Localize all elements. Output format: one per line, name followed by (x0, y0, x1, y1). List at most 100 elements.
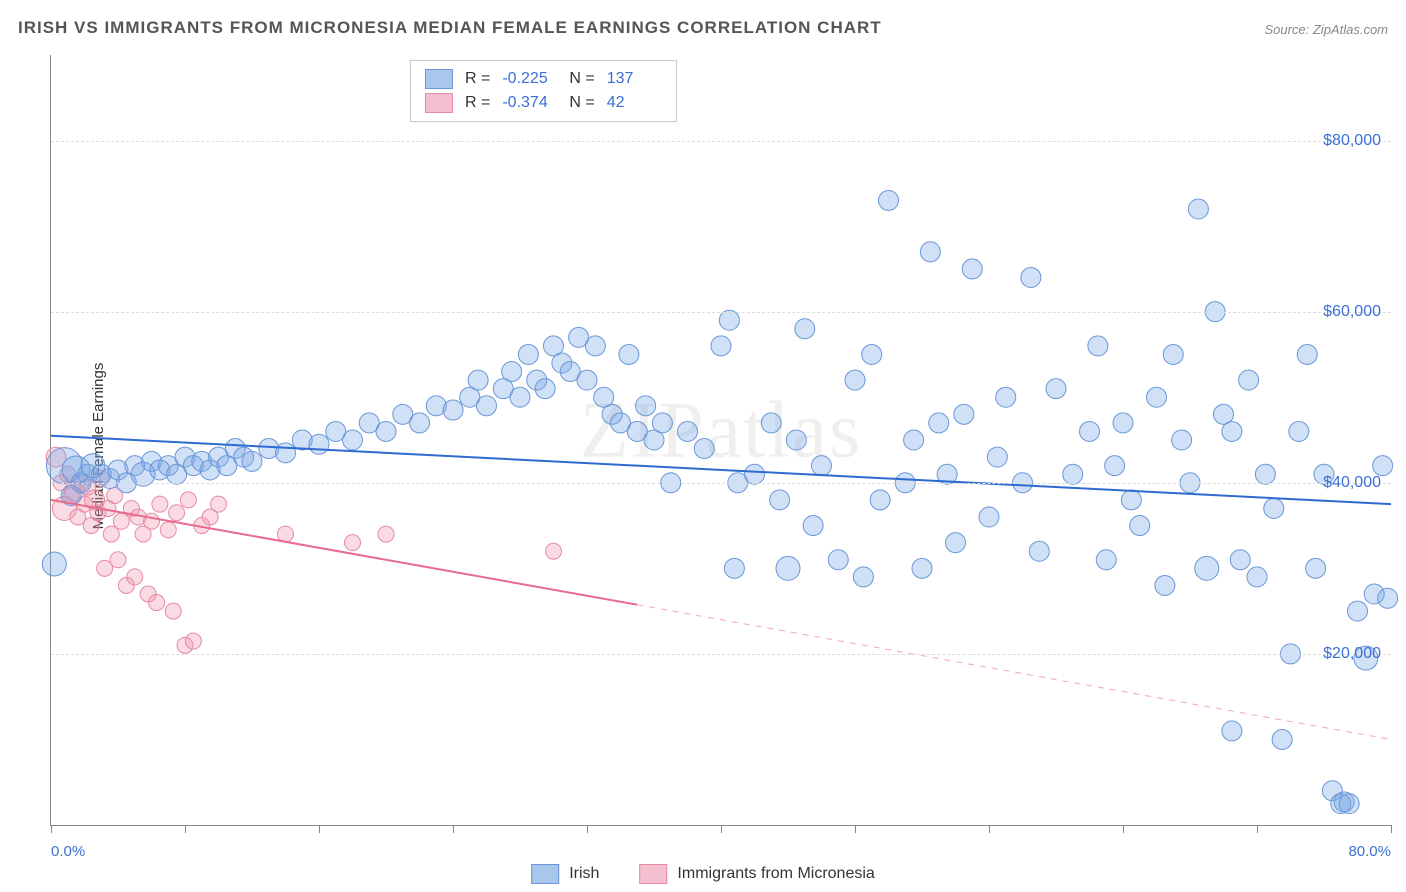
trend-line-extrapolated (637, 605, 1391, 740)
chart-title: IRISH VS IMMIGRANTS FROM MICRONESIA MEDI… (18, 18, 882, 38)
data-point (127, 569, 143, 585)
data-point (1306, 558, 1326, 578)
data-point (1255, 464, 1275, 484)
data-point (745, 464, 765, 484)
data-point (812, 456, 832, 476)
data-point (42, 552, 66, 576)
legend-label-micronesia: Immigrants from Micronesia (677, 865, 874, 883)
data-point (410, 413, 430, 433)
data-point (879, 190, 899, 210)
data-point (185, 633, 201, 649)
data-point (276, 443, 296, 463)
data-point (652, 413, 672, 433)
y-tick-label: $20,000 (1323, 645, 1381, 663)
data-point (929, 413, 949, 433)
data-point (378, 526, 394, 542)
data-point (845, 370, 865, 390)
data-point (694, 439, 714, 459)
data-point (828, 550, 848, 570)
data-point (1096, 550, 1116, 570)
data-point (1247, 567, 1267, 587)
bottom-legend: Irish Immigrants from Micronesia (531, 864, 875, 884)
x-tick-mark (319, 825, 320, 833)
scatter-plot-svg (51, 55, 1391, 825)
data-point (1264, 498, 1284, 518)
x-tick-mark (185, 825, 186, 833)
data-point (996, 387, 1016, 407)
data-point (1088, 336, 1108, 356)
data-point (1080, 421, 1100, 441)
data-point (1297, 344, 1317, 364)
data-point (1172, 430, 1192, 450)
r-value-irish: -0.225 (502, 70, 557, 88)
data-point (711, 336, 731, 356)
n-label: N = (569, 94, 594, 112)
data-point (1289, 421, 1309, 441)
data-point (770, 490, 790, 510)
data-point (870, 490, 890, 510)
data-point (853, 567, 873, 587)
data-point (1373, 456, 1393, 476)
data-point (585, 336, 605, 356)
data-point (946, 533, 966, 553)
data-point (535, 379, 555, 399)
x-tick-mark (51, 825, 52, 833)
data-point (987, 447, 1007, 467)
n-value-micronesia: 42 (607, 94, 662, 112)
data-point (1163, 344, 1183, 364)
data-point (954, 404, 974, 424)
data-point (719, 310, 739, 330)
gridline (51, 312, 1391, 313)
data-point (376, 421, 396, 441)
data-point (144, 513, 160, 529)
data-point (795, 319, 815, 339)
data-point (510, 387, 530, 407)
data-point (1222, 421, 1242, 441)
data-point (149, 595, 165, 611)
x-tick-mark (721, 825, 722, 833)
data-point (309, 434, 329, 454)
data-point (1021, 267, 1041, 287)
x-tick-mark (453, 825, 454, 833)
data-point (636, 396, 656, 416)
y-tick-label: $60,000 (1323, 303, 1381, 321)
source-attribution: Source: ZipAtlas.com (1264, 22, 1388, 37)
swatch-irish (425, 69, 453, 89)
data-point (912, 558, 932, 578)
n-value-irish: 137 (607, 70, 662, 88)
data-point (546, 543, 562, 559)
data-point (1105, 456, 1125, 476)
data-point (979, 507, 999, 527)
data-point (786, 430, 806, 450)
data-point (160, 522, 176, 538)
data-point (1239, 370, 1259, 390)
data-point (278, 526, 294, 542)
stats-row-micronesia: R = -0.374 N = 42 (425, 91, 662, 115)
data-point (1046, 379, 1066, 399)
data-point (477, 396, 497, 416)
data-point (862, 344, 882, 364)
correlation-stats-box: R = -0.225 N = 137 R = -0.374 N = 42 (410, 60, 677, 122)
data-point (343, 430, 363, 450)
data-point (1121, 490, 1141, 510)
data-point (1195, 556, 1219, 580)
data-point (242, 451, 262, 471)
n-label: N = (569, 70, 594, 88)
legend-label-irish: Irish (569, 865, 599, 883)
data-point (803, 516, 823, 536)
data-point (1272, 729, 1292, 749)
data-point (1113, 413, 1133, 433)
data-point (1348, 601, 1368, 621)
data-point (180, 492, 196, 508)
data-point (904, 430, 924, 450)
data-point (724, 558, 744, 578)
data-point (1130, 516, 1150, 536)
data-point (502, 362, 522, 382)
data-point (165, 603, 181, 619)
data-point (619, 344, 639, 364)
data-point (577, 370, 597, 390)
data-point (169, 505, 185, 521)
data-point (443, 400, 463, 420)
x-axis-max-label: 80.0% (1348, 843, 1391, 860)
data-point (1230, 550, 1250, 570)
